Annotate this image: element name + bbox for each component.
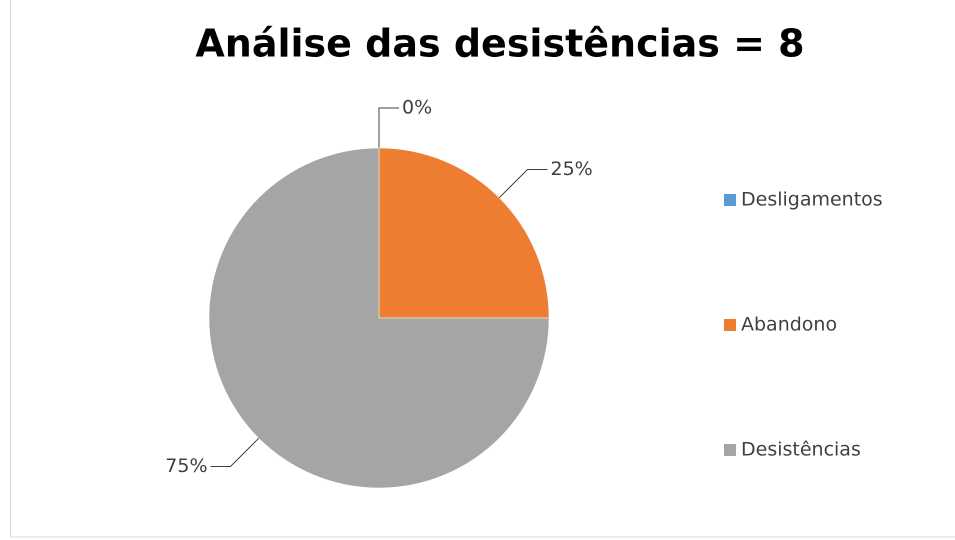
legend-swatch [724,444,736,456]
data-label: 75% [165,455,207,477]
data-label: 0% [402,97,432,119]
legend-swatch [724,194,736,206]
legend-swatch [724,319,736,331]
chart-border [10,0,955,538]
chart-title: Análise das desistências = 8 [195,22,804,66]
legend-label: Desligamentos [741,189,883,211]
leader-line [498,169,548,199]
leader-line [378,107,399,148]
legend-label: Abandono [741,314,837,336]
data-label: 25% [550,158,592,180]
leader-line [210,437,260,467]
pie-slice [378,147,550,319]
legend-label: Desistências [741,439,861,461]
